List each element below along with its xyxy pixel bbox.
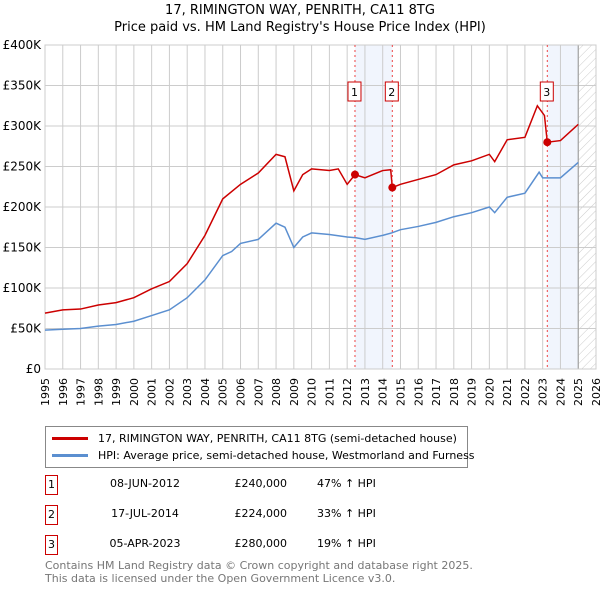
x-tick-label: 2015 xyxy=(394,378,407,406)
sale-label: 3 xyxy=(543,86,550,99)
chart-subtitle: Price paid vs. HM Land Registry's House … xyxy=(114,20,486,35)
footer: Contains HM Land Registry data © Crown c… xyxy=(45,559,473,585)
y-tick-label: £250K xyxy=(3,160,43,174)
x-tick-label: 1995 xyxy=(39,378,52,406)
footer-licence: This data is licensed under the Open Gov… xyxy=(45,572,396,585)
x-tick-label: 2026 xyxy=(590,378,600,406)
x-tick-label: 2024 xyxy=(554,378,567,406)
plot-area: 1995 1996 1997 1998 1999 2000 2001 2002 2003 2004… xyxy=(3,38,600,406)
y-tick-label: £300K xyxy=(3,119,43,133)
footer-copyright: Contains HM Land Registry data © Crown c… xyxy=(45,559,473,572)
x-tick-label: 2003 xyxy=(181,378,194,406)
legend-swatch xyxy=(52,436,88,440)
sale-number: 1 xyxy=(45,475,58,495)
legend-label: 17, RIMINGTON WAY, PENRITH, CA11 8TG (se… xyxy=(98,431,457,445)
x-tick-label: 2012 xyxy=(341,378,354,406)
x-tick-label: 2010 xyxy=(306,378,319,406)
y-tick-label: £400K xyxy=(3,38,43,52)
plot-border xyxy=(44,44,597,370)
sale-label: 2 xyxy=(388,86,395,99)
x-tick-label: 2011 xyxy=(323,378,336,406)
sale-date: 05-APR-2023 xyxy=(109,537,181,550)
sale-price: £240,000 xyxy=(234,477,288,490)
legend-item-price: 17, RIMINGTON WAY, PENRITH, CA11 8TG (se… xyxy=(52,430,457,446)
sale-hpi: 19% ↑ HPI xyxy=(317,537,376,550)
sale-date: 17-JUL-2014 xyxy=(111,507,179,520)
sale-date: 08-JUN-2012 xyxy=(109,477,181,490)
x-tick-label: 2002 xyxy=(163,378,176,406)
sale-label-box xyxy=(384,81,399,102)
y-tick-label: £100K xyxy=(3,281,43,295)
y-tick-label: £0 xyxy=(26,362,41,376)
sale-number: 2 xyxy=(45,505,58,525)
x-tick-label: 2000 xyxy=(128,378,141,406)
sale-label-box xyxy=(539,81,554,102)
x-tick-label: 2025 xyxy=(572,378,585,406)
y-tick-label: £50K xyxy=(10,322,42,336)
x-tick-label: 2019 xyxy=(466,378,479,406)
y-tick-label: £350K xyxy=(3,79,43,93)
sale-point xyxy=(543,138,552,147)
sale-label-box xyxy=(347,81,362,102)
legend-swatch xyxy=(52,453,88,457)
x-tick-label: 1997 xyxy=(75,378,88,406)
sale-point xyxy=(350,170,359,179)
series-line xyxy=(44,104,579,314)
x-tick-label: 1996 xyxy=(57,378,70,406)
x-tick-label: 2009 xyxy=(288,378,301,406)
x-tick-label: 2001 xyxy=(146,378,159,406)
legend-item-hpi: HPI: Average price, semi-detached house,… xyxy=(52,447,475,463)
x-tick-label: 2006 xyxy=(235,378,248,406)
x-tick-label: 2005 xyxy=(217,378,230,406)
x-tick-label: 2022 xyxy=(519,378,532,406)
y-tick-label: £200K xyxy=(3,200,43,214)
x-tick-label: 2007 xyxy=(252,378,265,406)
x-tick-label: 2014 xyxy=(377,378,390,406)
x-tick-label: 2020 xyxy=(483,378,496,406)
x-tick-label: 2013 xyxy=(359,378,372,406)
x-tick-label: 2021 xyxy=(501,378,514,406)
sale-price: £224,000 xyxy=(234,507,288,520)
sale-row: 1 08-JUN-2012 £240,000 47% ↑ HPI xyxy=(45,475,405,495)
sale-row: 3 05-APR-2023 £280,000 19% ↑ HPI xyxy=(45,535,405,555)
x-tick-label: 2008 xyxy=(270,378,283,406)
x-tick-label: 2017 xyxy=(430,378,443,406)
sale-number: 3 xyxy=(45,535,58,555)
y-tick-label: £150K xyxy=(3,241,43,255)
sale-row: 2 17-JUL-2014 £224,000 33% ↑ HPI xyxy=(45,505,405,525)
sale-price: £280,000 xyxy=(234,537,288,550)
legend: 17, RIMINGTON WAY, PENRITH, CA11 8TG (se… xyxy=(45,426,475,468)
sale-hpi: 33% ↑ HPI xyxy=(317,507,376,520)
x-tick-label: 2016 xyxy=(412,378,425,406)
sale-point xyxy=(388,183,397,192)
x-tick-label: 1999 xyxy=(110,378,123,406)
series-line xyxy=(44,161,579,331)
x-tick-label: 1998 xyxy=(92,378,105,406)
sale-label: 1 xyxy=(351,86,358,99)
sale-hpi: 47% ↑ HPI xyxy=(317,477,376,490)
x-tick-label: 2023 xyxy=(537,378,550,406)
chart-title: 17, RIMINGTON WAY, PENRITH, CA11 8TG xyxy=(165,3,435,18)
legend-label: HPI: Average price, semi-detached house,… xyxy=(98,448,475,462)
x-tick-label: 2004 xyxy=(199,378,212,406)
x-tick-label: 2018 xyxy=(448,378,461,406)
